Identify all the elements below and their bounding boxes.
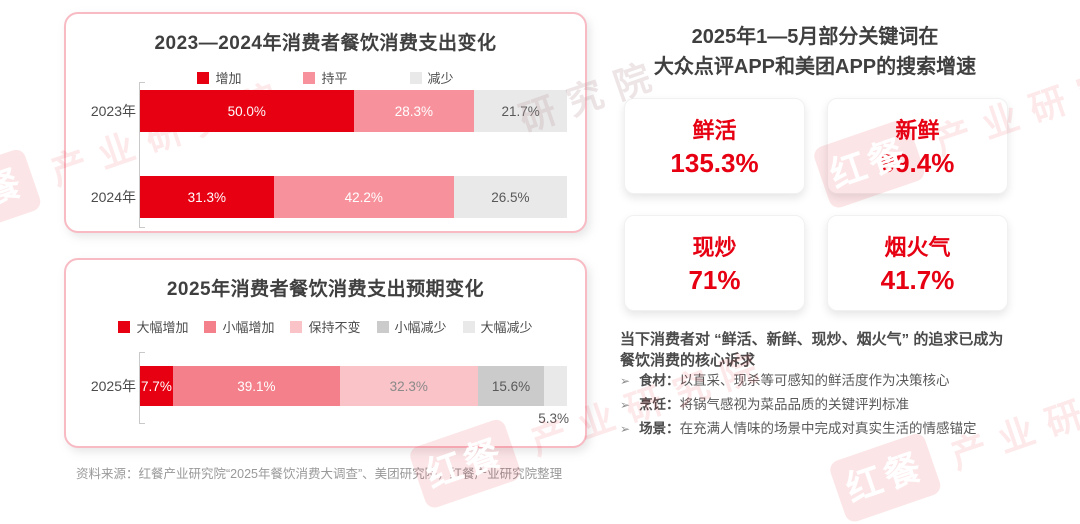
legend-label: 小幅增加 <box>222 320 275 335</box>
bar-segment: 32.3% <box>339 366 478 406</box>
bar-row: 2024年 31.3% 42.2% 26.5% <box>66 176 567 218</box>
chart-plot: 2023年 50.0% 28.3% 21.7% 2024年 31.3% 42.2% 26… <box>66 80 567 230</box>
legend-item: 大幅增加 <box>118 317 188 336</box>
bar-track: 7.7% 39.1% 32.3% 15.6% 5.3% <box>140 366 569 426</box>
legend-label: 大幅增加 <box>136 320 189 335</box>
arrow-bullet-icon: ➢ <box>620 374 631 388</box>
bar-value-label: 21.7% <box>501 103 540 119</box>
keyword-card-xinxian: 新鲜 99.4% <box>827 98 1008 194</box>
bullet-text: 以直采、现杀等可感知的鲜活度作为决策核心 <box>679 373 950 388</box>
legend-item: 小幅减少 <box>376 317 447 336</box>
data-source-note: 资料来源：红餐产业研究院“2025年餐饮消费大调查”、美团研究院，红餐产业研究院… <box>76 467 563 481</box>
right-title-line2: 大众点评APP和美团APP的搜索增速 <box>653 56 977 78</box>
bar-value-label: 39.1% <box>237 378 276 394</box>
legend-item: 保持不变 <box>290 317 361 336</box>
bar-value-label: 31.3% <box>187 189 226 205</box>
hongcan-logo-watermark: 红餐 <box>0 147 43 241</box>
bar-segment: 42.2% <box>273 176 454 218</box>
bar-segment: 50.0% <box>140 90 354 132</box>
chart-title: 2025年消费者餐饮消费支出预期变化 <box>166 279 485 300</box>
card-keyword: 烟火气 <box>884 235 951 260</box>
bar-value-label: 50.0% <box>227 103 266 119</box>
legend-swatch-icon <box>204 320 217 333</box>
keyword-card-xianchao: 现炒 71% <box>624 215 805 311</box>
chart-title: 2023—2024年消费者餐饮消费支出变化 <box>154 33 497 54</box>
bar-value-label: 5.3% <box>538 411 569 426</box>
category-label: 2025年 <box>90 378 136 394</box>
legend-label: 大幅减少 <box>480 320 533 335</box>
keyword-card-xianhuo: 鲜活 135.3% <box>624 98 805 194</box>
legend-swatch-icon <box>409 71 422 84</box>
legend-label: 小幅减少 <box>394 320 447 335</box>
card-value: 99.4% <box>880 148 955 178</box>
bar-value-label: 26.5% <box>491 189 530 205</box>
bar-row: 2023年 50.0% 28.3% 21.7% <box>66 90 567 132</box>
bullet-cooking: ➢ 烹饪：将锅气感视为菜品品质的关键评判标准 <box>620 393 1050 417</box>
chart-plot: 2025年 7.7% 39.1% 32.3% 15.6% 5.3% <box>66 350 569 426</box>
bullet-label: 食材： <box>639 373 680 388</box>
legend-swatch-icon <box>303 71 316 84</box>
bar-segment: 7.7% <box>140 366 173 406</box>
bullet-label: 场景： <box>639 421 680 436</box>
arrow-bullet-icon: ➢ <box>620 398 631 412</box>
right-section-title: 2025年1—5月部分关键词在 大众点评APP和美团APP的搜索增速 <box>612 22 1018 82</box>
category-label: 2024年 <box>90 189 136 205</box>
legend-item: 大幅减少 <box>462 317 533 336</box>
legend-item: 小幅增加 <box>204 317 274 336</box>
legend-item: 增加 <box>197 68 241 87</box>
legend-swatch-icon <box>118 320 131 333</box>
y-axis <box>139 352 145 424</box>
bar-segment: 5.3% <box>538 366 569 426</box>
bar-segment: 39.1% <box>172 366 340 406</box>
bullet-list: ➢ 食材：以直采、现杀等可感知的鲜活度作为决策核心 ➢ 烹饪：将锅气感视为菜品品质的… <box>620 369 1050 441</box>
keyword-card-yanhuoqi: 烟火气 41.7% <box>827 215 1008 311</box>
bullet-text: 在充满人情味的场景中完成对真实生活的情感锚定 <box>679 421 977 436</box>
bullet-text: 将锅气感视为菜品品质的关键评判标准 <box>679 397 910 412</box>
card-value: 71% <box>688 265 741 295</box>
bar-value-label: 32.3% <box>389 378 428 394</box>
legend-label: 保持不变 <box>308 320 361 335</box>
chart-panel-2025: 2025年消费者餐饮消费支出预期变化 大幅增加 小幅增加 保持不变 小幅减少 大幅减少 … <box>64 258 587 448</box>
bar-row: 2025年 7.7% 39.1% 32.3% 15.6% 5.3% <box>66 366 569 426</box>
keyword-cards: 鲜活 135.3% 新鲜 99.4% 现炒 71% 烟火气 41.7% <box>624 98 1008 311</box>
legend-swatch-icon <box>197 71 210 84</box>
y-axis <box>139 82 145 228</box>
bar-segment: 26.5% <box>453 176 567 218</box>
bar-segment: 28.3% <box>353 90 475 132</box>
bar-segment: 31.3% <box>140 176 274 218</box>
legend-swatch-icon <box>376 320 389 333</box>
bar-value-label: 42.2% <box>344 189 383 205</box>
bar-value-label: 15.6% <box>491 378 531 394</box>
card-keyword: 鲜活 <box>692 118 737 143</box>
bar-value-label: 7.7% <box>141 378 172 394</box>
chart-legend: 大幅增加 小幅增加 保持不变 小幅减少 大幅减少 <box>66 317 585 336</box>
category-label: 2023年 <box>90 103 136 119</box>
legend-label: 增加 <box>215 71 242 86</box>
card-value: 135.3% <box>670 148 759 178</box>
chart-legend: 增加 持平 减少 <box>66 68 585 87</box>
legend-swatch-icon <box>290 320 303 333</box>
legend-swatch-icon <box>462 320 475 333</box>
chart-panel-2023-2024: 2023—2024年消费者餐饮消费支出变化 增加 持平 减少 2023年 50.0%… <box>64 12 587 233</box>
bar-segment: 15.6% <box>477 366 545 406</box>
bullet-ingredient: ➢ 食材：以直采、现杀等可感知的鲜活度作为决策核心 <box>620 369 1050 393</box>
insight-text: 当下消费者对 “鲜活、新鲜、现炒、烟火气” 的追求已成为餐饮消费的核心诉求 <box>620 331 1004 369</box>
bar-segment: 21.7% <box>474 90 567 132</box>
card-value: 41.7% <box>880 265 955 295</box>
legend-item: 持平 <box>303 68 348 87</box>
hongcan-logo-watermark: 红餐 <box>827 431 943 524</box>
legend-item: 减少 <box>409 68 454 87</box>
bar-track: 31.3% 42.2% 26.5% <box>140 176 567 218</box>
legend-label: 持平 <box>321 71 348 86</box>
card-keyword: 现炒 <box>692 235 737 260</box>
legend-label: 减少 <box>427 71 454 86</box>
bar-value-label: 28.3% <box>394 103 434 119</box>
bar-track: 50.0% 28.3% 21.7% <box>140 90 567 132</box>
card-keyword: 新鲜 <box>895 118 940 143</box>
bullet-label: 烹饪： <box>639 397 680 412</box>
bullet-scene: ➢ 场景：在充满人情味的场景中完成对真实生活的情感锚定 <box>620 417 1050 441</box>
right-title-line1: 2025年1—5月部分关键词在 <box>691 26 939 48</box>
arrow-bullet-icon: ➢ <box>620 422 631 436</box>
